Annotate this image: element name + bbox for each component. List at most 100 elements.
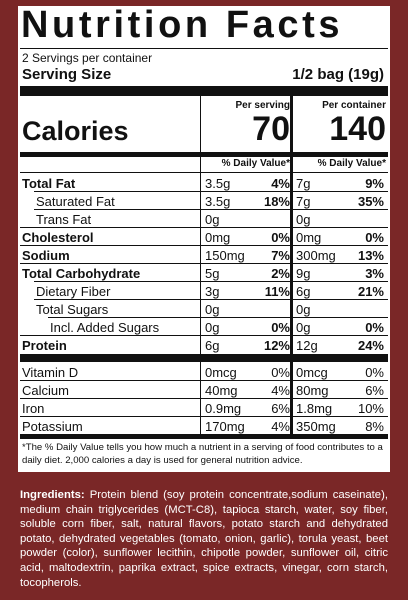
daily-value: 4% bbox=[271, 419, 290, 434]
amount: 0g bbox=[296, 212, 311, 227]
amount: 7g bbox=[296, 176, 311, 191]
amount: 0mg bbox=[205, 230, 231, 245]
rule bbox=[290, 96, 293, 436]
rule bbox=[48, 317, 388, 318]
amount: 300mg bbox=[296, 248, 336, 263]
amount: 0g bbox=[205, 212, 220, 227]
daily-value: 2% bbox=[271, 266, 290, 281]
column-header: Per container bbox=[322, 100, 386, 111]
ingredients-label: Ingredients: bbox=[20, 489, 85, 501]
daily-value: 8% bbox=[365, 419, 384, 434]
nutrient-name: Trans Fat bbox=[36, 212, 92, 227]
daily-value: 35% bbox=[357, 194, 384, 209]
servings: 2 Servings per container bbox=[22, 51, 153, 65]
ingredients: Ingredients: Protein blend (soy protein … bbox=[20, 488, 388, 590]
amount: 5g bbox=[205, 266, 220, 281]
amount: 3.5g bbox=[205, 176, 231, 191]
amount: 0mcg bbox=[296, 365, 328, 380]
rule bbox=[34, 191, 388, 192]
rule bbox=[20, 434, 388, 439]
daily-value: 4% bbox=[271, 383, 290, 398]
amount: 350mg bbox=[296, 419, 336, 434]
ingredients-text: Protein blend (soy protein concentrate,s… bbox=[20, 489, 388, 589]
nutrient-name: Sodium bbox=[22, 248, 70, 263]
daily-value: 24% bbox=[357, 338, 384, 353]
calories-value: 140 bbox=[329, 110, 386, 148]
daily-value: 6% bbox=[271, 401, 290, 416]
rule bbox=[20, 335, 388, 336]
rule bbox=[34, 299, 388, 300]
daily-value: 13% bbox=[357, 248, 384, 263]
daily-value: 3% bbox=[365, 266, 384, 281]
nutrient-name: Potassium bbox=[22, 419, 83, 434]
rule bbox=[34, 209, 388, 210]
rule bbox=[34, 281, 388, 282]
daily-value: 21% bbox=[357, 284, 384, 299]
amount: 0g bbox=[205, 320, 220, 335]
amount: 40mg bbox=[205, 383, 238, 398]
rule bbox=[20, 227, 388, 228]
amount: 6g bbox=[205, 338, 220, 353]
nutrient-name: Incl. Added Sugars bbox=[50, 320, 160, 335]
amount: 9g bbox=[296, 266, 311, 281]
nutrient-name: Total Sugars bbox=[36, 302, 109, 317]
daily-value: 10% bbox=[357, 401, 384, 416]
nutrient-name: Cholesterol bbox=[22, 230, 94, 245]
rule bbox=[20, 354, 388, 362]
serving-size-label: Serving Size bbox=[22, 66, 112, 83]
amount: 3g bbox=[205, 284, 220, 299]
amount: 0g bbox=[296, 302, 311, 317]
rule bbox=[200, 96, 201, 436]
amount: 6g bbox=[296, 284, 311, 299]
daily-value: 0% bbox=[365, 365, 384, 380]
daily-value: 0% bbox=[271, 230, 290, 245]
label-panel: Nutrition Facts 2 Servings per container S… bbox=[18, 4, 390, 472]
amount: 12g bbox=[296, 338, 318, 353]
rule bbox=[20, 48, 388, 49]
serving-size: 1/2 bag (19g) bbox=[292, 66, 384, 83]
title: Nutrition Facts bbox=[21, 4, 344, 46]
amount: 0g bbox=[296, 320, 311, 335]
amount: 3.5g bbox=[205, 194, 231, 209]
column-header: Per serving bbox=[235, 100, 290, 111]
rule bbox=[20, 263, 388, 264]
calories-label: Calories bbox=[22, 116, 129, 146]
daily-value: 0% bbox=[365, 320, 384, 335]
amount: 170mg bbox=[205, 419, 245, 434]
amount: 1.8mg bbox=[296, 401, 333, 416]
daily-value: 0% bbox=[271, 320, 290, 335]
nutrient-name: Calcium bbox=[22, 383, 69, 398]
nutrient-name: Dietary Fiber bbox=[36, 284, 111, 299]
daily-value: 9% bbox=[365, 176, 384, 191]
amount: 0mg bbox=[296, 230, 322, 245]
rule bbox=[20, 398, 388, 399]
daily-value: 0% bbox=[365, 230, 384, 245]
nutrient-name: Protein bbox=[22, 338, 67, 353]
nutrient-name: Total Fat bbox=[22, 176, 76, 191]
footnote: *The % Daily Value tells you how much a … bbox=[22, 442, 383, 466]
rule bbox=[20, 152, 388, 157]
rule bbox=[20, 416, 388, 417]
rule bbox=[20, 380, 388, 381]
daily-value: 18% bbox=[263, 194, 290, 209]
nutrient-name: Vitamin D bbox=[22, 365, 79, 380]
amount: 0.9mg bbox=[205, 401, 242, 416]
amount: 0g bbox=[205, 302, 220, 317]
amount: 80mg bbox=[296, 383, 329, 398]
nutrient-name: Saturated Fat bbox=[36, 194, 115, 209]
amount: 150mg bbox=[205, 248, 245, 263]
rule bbox=[20, 172, 388, 173]
calories-value: 70 bbox=[252, 110, 290, 148]
daily-value: 11% bbox=[264, 284, 290, 299]
amount: 0mcg bbox=[205, 365, 237, 380]
nutrient-name: Total Carbohydrate bbox=[22, 266, 141, 281]
rule bbox=[20, 245, 388, 246]
daily-value: 4% bbox=[271, 176, 290, 191]
dv-header: % Daily Value* bbox=[317, 158, 386, 169]
amount: 7g bbox=[296, 194, 311, 209]
daily-value: 7% bbox=[271, 248, 290, 263]
rule bbox=[20, 86, 388, 96]
nutrient-name: Iron bbox=[22, 401, 45, 416]
daily-value: 6% bbox=[365, 383, 384, 398]
